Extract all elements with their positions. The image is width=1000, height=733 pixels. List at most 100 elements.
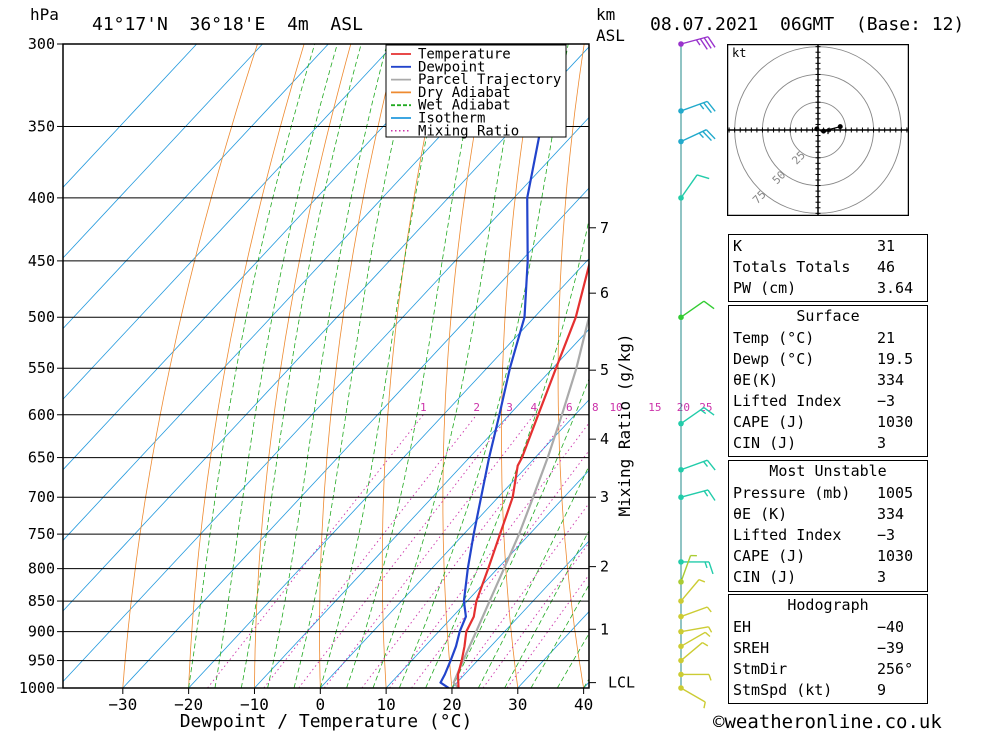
pressure-tick-label: 500 (28, 308, 55, 326)
wet-adiabat-line (398, 44, 569, 688)
height-tick-label: 3 (600, 488, 609, 506)
index-value: 334 (877, 505, 905, 523)
dry-adiabat-line (381, 44, 445, 688)
pressure-tick-label: 550 (28, 359, 55, 377)
mixing-ratio-label: 6 (566, 401, 573, 414)
dry-adiabat-line (122, 44, 258, 688)
location-title: 41°17'N 36°18'E 4m ASL (92, 14, 363, 35)
dry-adiabat-line (501, 44, 538, 688)
index-row: CAPE (J) 1030 (729, 546, 928, 567)
index-row: K 31 (729, 236, 928, 257)
index-value: 21 (877, 329, 896, 347)
index-row: Lifted Index −3 (729, 525, 928, 546)
pressure-tick-label: 1000 (19, 679, 55, 697)
pressure-tick-label: 750 (28, 525, 55, 543)
wind-barb-shaft (680, 459, 708, 471)
wind-barb-feather (702, 130, 712, 142)
indices-table: K 31 Totals Totals 46 PW (cm) 3.64 (729, 236, 928, 299)
copyright-text[interactable]: ©weatheronline.co.uk (713, 711, 942, 733)
index-label: CIN (J) (733, 568, 797, 586)
wind-barb-feather (706, 459, 716, 471)
wind-barb-feather (706, 100, 716, 112)
index-row: StmDir 256° (729, 659, 928, 680)
legend-label: Mixing Ratio (418, 123, 519, 139)
datetime-title: 08.07.2021 06GMT (Base: 12) (650, 14, 964, 35)
mixing-ratio-line (207, 414, 424, 688)
index-value: 46 (877, 258, 896, 276)
mixing-ratio-axis-label: Mixing Ratio (g/kg) (615, 333, 634, 516)
wet-adiabat-line (530, 584, 589, 688)
index-value: −3 (877, 392, 896, 410)
wind-barbs (678, 36, 716, 709)
mixing-ratio-label: 20 (677, 401, 690, 414)
wind-barb (678, 626, 713, 635)
wind-barb-half-feather (698, 132, 704, 139)
pressure-tick-label: 800 (28, 560, 55, 578)
wind-barb-shaft (680, 606, 708, 618)
wind-barb (678, 554, 697, 585)
index-row: Pressure (mb) 1005 (729, 483, 928, 504)
hodograph-point (814, 126, 820, 132)
most-unstable-table: Pressure (mb) 1005 θE (K) 334 Lifted Index −3… (729, 483, 928, 588)
pressure-tick-label: 400 (28, 189, 55, 207)
pressure-tick-label: 450 (28, 252, 55, 270)
wind-barb-feather (699, 38, 708, 50)
index-label: SREH (733, 639, 770, 657)
index-row: Lifted Index −3 (729, 391, 928, 412)
mixing-ratio-line (389, 422, 589, 688)
dry-adiabat-line (666, 44, 715, 688)
hodograph-stats-table: EH −40 SREH −39 StmDir 256° StmSpd (kt) 9 (729, 617, 928, 701)
wind-barb-half-feather (704, 631, 711, 638)
mixing-ratio-line (361, 414, 570, 688)
wind-barb-half-feather (706, 606, 712, 613)
hodograph-point (821, 128, 827, 134)
wind-barb-shaft (680, 406, 705, 425)
wind-barb (678, 559, 714, 575)
hodograph-unit-label: kt (732, 46, 746, 60)
dry-adiabat-line (442, 44, 492, 688)
wind-barb-feather (703, 37, 712, 49)
mixing-ratio-line (452, 502, 589, 688)
index-value: 3.64 (877, 279, 914, 297)
wind-barb-shaft (680, 300, 705, 318)
index-value: 1005 (877, 484, 914, 502)
index-label: Pressure (mb) (733, 484, 851, 502)
dry-adiabat-line (557, 44, 585, 688)
index-label: PW (cm) (733, 279, 797, 297)
index-row: CIN (J) 3 (729, 567, 928, 588)
height-tick-label: 7 (600, 219, 609, 237)
surface-table: Temp (°C) 21 Dewp (°C) 19.5 θE(K) 334 Lifted I… (729, 328, 928, 454)
wet-adiabat-line (346, 44, 482, 688)
plot-frame (62, 43, 590, 689)
pressure-tick-label: 950 (28, 652, 55, 670)
wind-barb-feather (707, 36, 716, 48)
height-tick-label: 6 (600, 284, 609, 302)
temperature-tick-label: 0 (315, 695, 325, 714)
wet-adiabat-line (188, 44, 316, 688)
pressure-axis: 300 350 400 450 500 550 600 650 700 750 800 850 900 9… (19, 35, 63, 697)
index-label: Dewp (°C) (733, 350, 815, 368)
index-row: CIN (J) 3 (729, 433, 928, 454)
dry-adiabat-line (319, 44, 398, 688)
wet-adiabat-line (451, 377, 589, 688)
temperature-tick-label: −30 (108, 695, 137, 714)
wind-barb-half-feather (703, 701, 706, 709)
wind-barb (678, 174, 710, 201)
wind-barb-half-feather (707, 626, 713, 633)
isotherm-line (122, 187, 589, 688)
wind-barb-half-feather (695, 39, 701, 46)
legend-label: Parcel Trajectory (418, 72, 561, 88)
wind-barb (678, 459, 716, 473)
index-row: Temp (°C) 21 (729, 328, 928, 349)
wind-barb-shaft (680, 579, 700, 602)
wind-barb (678, 489, 716, 501)
most-unstable-box: Most Unstable Pressure (mb) 1005 θE (K) 334… (728, 460, 928, 592)
wind-barb-feather (703, 406, 715, 416)
mixing-ratio-line (506, 574, 589, 688)
wind-barb-half-feather (703, 461, 709, 467)
height-tick-label: 5 (600, 361, 609, 379)
index-value: 3 (877, 434, 887, 452)
wet-adiabat-line (240, 44, 362, 688)
wind-barb (678, 406, 715, 427)
